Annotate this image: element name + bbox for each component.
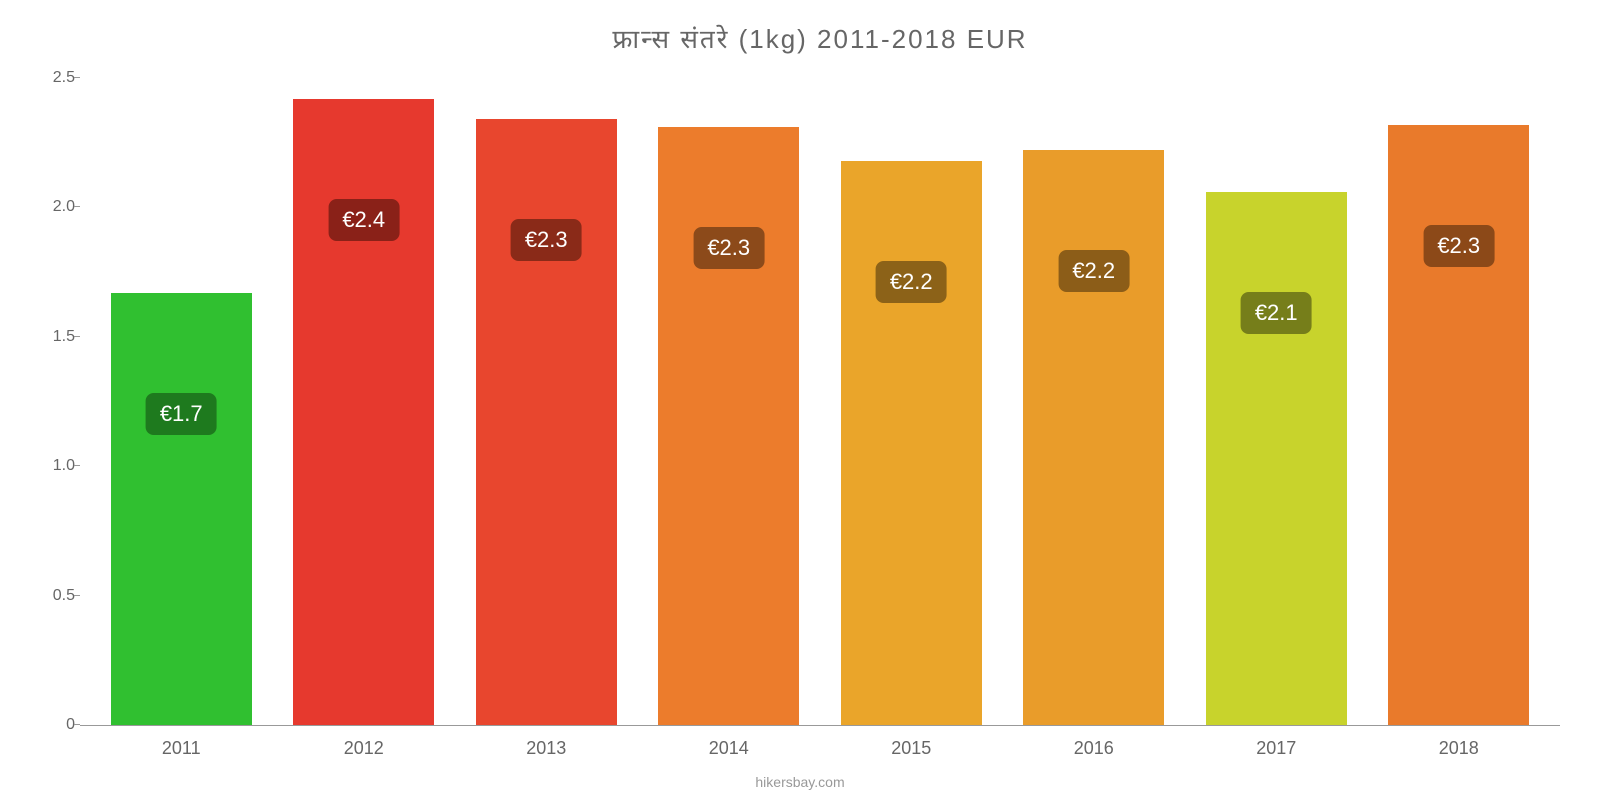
bars-container: €1.7 €2.4 €2.3 €2.3 €2.2 €2.2 €2.1 €2.3 bbox=[80, 66, 1560, 725]
y-tick-mark bbox=[74, 724, 80, 725]
y-tick-label: 0 bbox=[30, 716, 75, 734]
x-tick-label: 2018 bbox=[1368, 738, 1551, 759]
x-axis: 20112012201320142015201620172018 bbox=[80, 726, 1560, 759]
bar-slot: €1.7 bbox=[90, 66, 273, 725]
x-tick-label: 2017 bbox=[1185, 738, 1368, 759]
bar: €2.3 bbox=[1388, 125, 1529, 725]
chart-container: फ्रान्स संतरे (1kg) 2011-2018 EUR 0 0.5 1.… bbox=[0, 0, 1600, 800]
x-tick-label: 2012 bbox=[273, 738, 456, 759]
chart-title: फ्रान्स संतरे (1kg) 2011-2018 EUR bbox=[80, 20, 1560, 56]
bar: €2.2 bbox=[1023, 150, 1164, 725]
bar-slot: €2.3 bbox=[455, 66, 638, 725]
bar-slot: €2.2 bbox=[820, 66, 1003, 725]
bar-value-label: €2.4 bbox=[328, 199, 399, 241]
x-tick-label: 2014 bbox=[638, 738, 821, 759]
bar-value-label: €2.2 bbox=[876, 261, 947, 303]
x-tick-label: 2013 bbox=[455, 738, 638, 759]
bar: €2.4 bbox=[293, 99, 434, 725]
attribution-text: hikersbay.com bbox=[755, 774, 844, 790]
bar-value-label: €2.2 bbox=[1058, 250, 1129, 292]
bar: €2.2 bbox=[841, 161, 982, 725]
plot-area: 00.51.01.52.02.5 €1.7€2.4€2.3€2.3€2.2€2.… bbox=[80, 66, 1560, 726]
y-tick-mark bbox=[74, 465, 80, 466]
bar-slot: €2.1 bbox=[1185, 66, 1368, 725]
bar-slot: €2.3 bbox=[638, 66, 821, 725]
bar-slot: €2.3 bbox=[1368, 66, 1551, 725]
x-tick-label: 2011 bbox=[90, 738, 273, 759]
bar-value-label: €2.3 bbox=[1423, 225, 1494, 267]
y-tick-mark bbox=[74, 77, 80, 78]
y-tick-label: 0.5 bbox=[30, 587, 75, 605]
y-tick-mark bbox=[74, 595, 80, 596]
bar-slot: €2.2 bbox=[1003, 66, 1186, 725]
bar-value-label: €2.3 bbox=[511, 219, 582, 261]
bar-value-label: €1.7 bbox=[146, 393, 217, 435]
y-tick-label: 1.5 bbox=[30, 328, 75, 346]
bar-value-label: €2.3 bbox=[693, 227, 764, 269]
y-tick-mark bbox=[74, 336, 80, 337]
y-tick-mark bbox=[74, 206, 80, 207]
bar-slot: €2.4 bbox=[273, 66, 456, 725]
bar: €1.7 bbox=[111, 293, 252, 725]
bar: €2.1 bbox=[1206, 192, 1347, 725]
bar: €2.3 bbox=[658, 127, 799, 725]
bar-value-label: €2.1 bbox=[1241, 292, 1312, 334]
y-tick-label: 2.0 bbox=[30, 198, 75, 216]
y-tick-label: 2.5 bbox=[30, 69, 75, 87]
x-tick-label: 2016 bbox=[1003, 738, 1186, 759]
y-axis: 00.51.01.52.02.5 bbox=[30, 66, 75, 725]
y-tick-label: 1.0 bbox=[30, 457, 75, 475]
bar: €2.3 bbox=[476, 119, 617, 725]
x-tick-label: 2015 bbox=[820, 738, 1003, 759]
